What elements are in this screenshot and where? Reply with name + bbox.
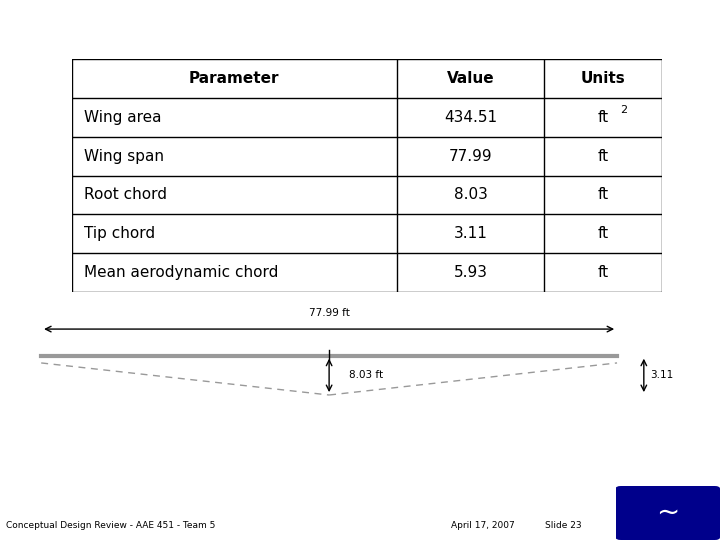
Text: Conceptual Design Review - AAE 451 - Team 5: Conceptual Design Review - AAE 451 - Tea… (6, 521, 215, 530)
Text: 8.03 ft: 8.03 ft (349, 370, 383, 380)
Text: ft: ft (598, 226, 609, 241)
Text: 77.99 ft: 77.99 ft (309, 308, 349, 319)
Text: Value: Value (446, 71, 495, 86)
Text: ft: ft (598, 265, 609, 280)
Text: Units: Units (581, 71, 626, 86)
FancyBboxPatch shape (616, 486, 720, 540)
Text: ~: ~ (656, 499, 680, 527)
Text: Root chord: Root chord (84, 187, 167, 202)
Text: 5.93: 5.93 (454, 265, 487, 280)
Text: April 17, 2007: April 17, 2007 (451, 521, 515, 530)
Text: Wing span: Wing span (84, 148, 164, 164)
Text: ft: ft (598, 148, 609, 164)
Text: ft: ft (598, 187, 609, 202)
Text: 8.03: 8.03 (454, 187, 487, 202)
Text: 3.11: 3.11 (651, 370, 674, 380)
Text: ft: ft (598, 110, 609, 125)
Text: Mean aerodynamic chord: Mean aerodynamic chord (84, 265, 278, 280)
Text: 3.11: 3.11 (454, 226, 487, 241)
Text: Aerodynamic Design – Wing Design Summary: Aerodynamic Design – Wing Design Summary (7, 18, 505, 37)
Text: Tip chord: Tip chord (84, 226, 155, 241)
Text: Parameter: Parameter (189, 71, 279, 86)
Text: Slide 23: Slide 23 (545, 521, 582, 530)
Text: Wing area: Wing area (84, 110, 161, 125)
Text: 77.99: 77.99 (449, 148, 492, 164)
Text: 434.51: 434.51 (444, 110, 497, 125)
Text: 2: 2 (620, 105, 627, 116)
